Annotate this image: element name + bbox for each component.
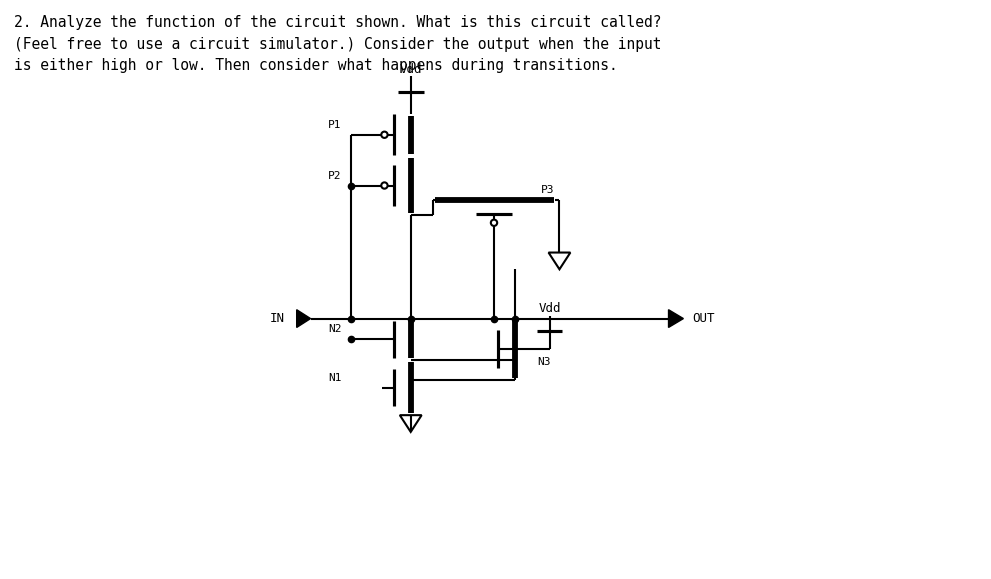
Text: N2: N2 [328, 324, 341, 335]
Polygon shape [296, 310, 310, 328]
Text: N3: N3 [538, 357, 551, 367]
Text: P3: P3 [541, 185, 554, 196]
Text: 2. Analyze the function of the circuit shown. What is this circuit called?
(Feel: 2. Analyze the function of the circuit s… [14, 15, 662, 73]
Text: P1: P1 [328, 120, 341, 130]
Text: Vdd: Vdd [399, 63, 422, 76]
Polygon shape [669, 310, 684, 328]
Text: Vdd: Vdd [538, 302, 561, 315]
Text: OUT: OUT [693, 312, 715, 325]
Text: P2: P2 [328, 171, 341, 181]
Text: N1: N1 [328, 373, 341, 383]
Text: IN: IN [270, 312, 284, 325]
